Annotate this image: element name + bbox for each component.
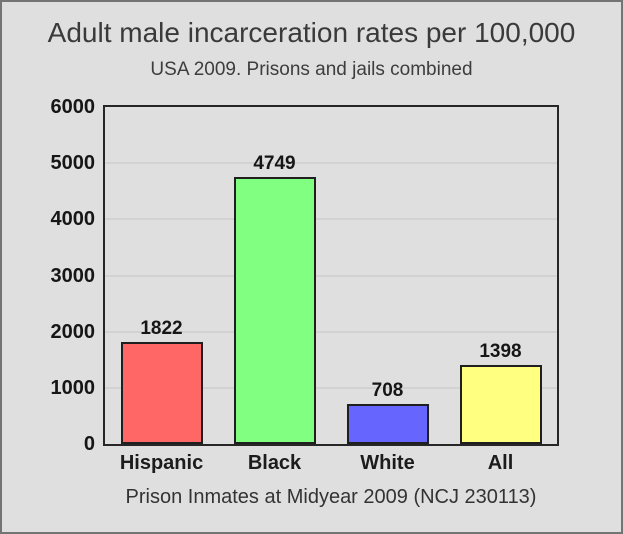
bar-black <box>233 177 316 444</box>
y-tick-label: 4000 <box>50 208 96 231</box>
gridline <box>105 218 557 221</box>
gridline <box>105 162 557 165</box>
chart-title: Adult male incarceration rates per 100,0… <box>47 17 576 48</box>
y-tick-label: 1000 <box>50 376 96 399</box>
bar-hispanic <box>120 341 203 444</box>
category-label-hispanic: Hispanic <box>119 452 204 474</box>
bar-all <box>459 365 542 444</box>
y-tick-label: 5000 <box>50 152 96 175</box>
gridline <box>105 274 557 277</box>
bar-value-label: 1822 <box>140 317 183 339</box>
category-label-all: All <box>487 452 514 474</box>
x-axis-labels: Hispanic Black White All <box>105 452 557 475</box>
gridline <box>105 386 557 389</box>
bar-value-label: 4749 <box>253 153 296 175</box>
bar-value-label: 1398 <box>479 341 522 363</box>
bar-group-white: 708 <box>346 380 429 444</box>
source-caption: Prison Inmates at Midyear 2009 (NCJ 2301… <box>125 486 537 508</box>
y-tick-label: 3000 <box>50 264 96 287</box>
bar-group-hispanic: 1822 <box>120 318 203 444</box>
bar-value-label: 708 <box>371 380 404 402</box>
category-label-white: White <box>360 452 415 474</box>
bar-white <box>346 404 429 444</box>
bar-group-black: 4749 <box>233 153 316 444</box>
plot-area: 1822 4749 708 1398 <box>103 105 559 446</box>
y-tick-label: 2000 <box>50 320 96 343</box>
category-label-black: Black <box>247 452 302 474</box>
bars-container: 1822 4749 708 1398 <box>105 107 557 444</box>
y-axis: 0 1000 2000 3000 4000 5000 6000 <box>2 96 96 455</box>
y-tick-label: 0 <box>83 433 95 455</box>
gridline <box>105 330 557 333</box>
y-tick-label: 6000 <box>50 96 96 118</box>
chart-subtitle: USA 2009. Prisons and jails combined <box>150 59 473 80</box>
bar-group-all: 1398 <box>459 341 542 444</box>
